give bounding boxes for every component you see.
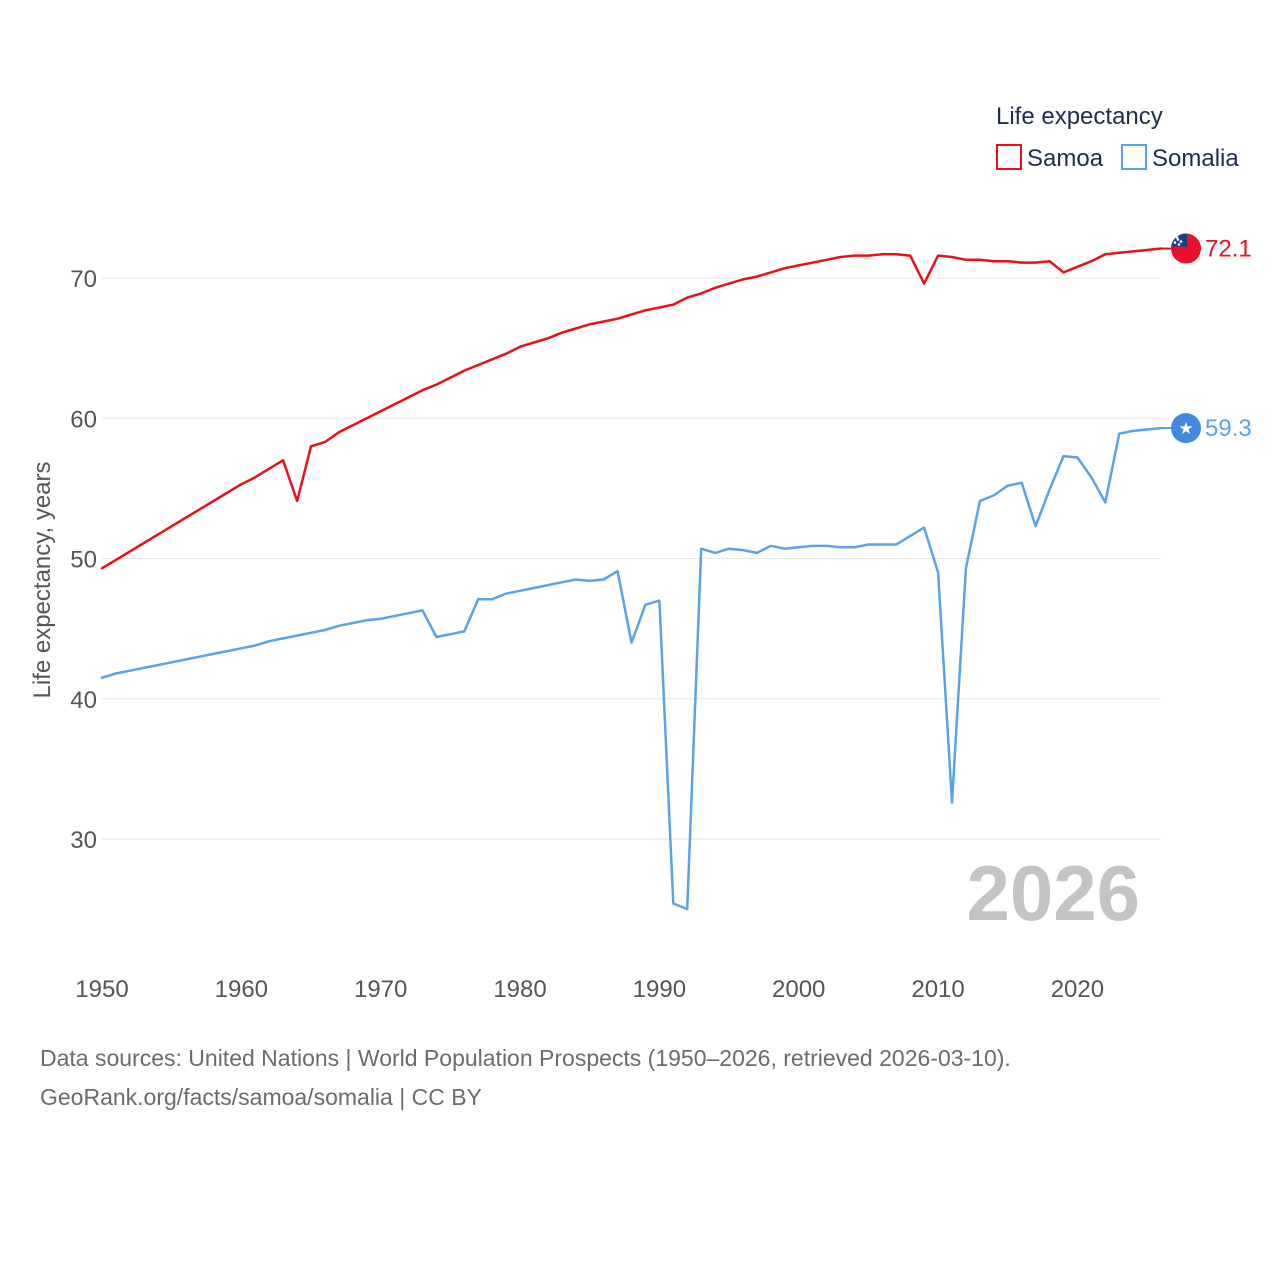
legend-label: Somalia bbox=[1152, 145, 1239, 172]
samoa-flag-icon bbox=[1171, 233, 1201, 264]
legend-label: Samoa bbox=[1027, 145, 1104, 172]
series-line-somalia bbox=[100, 426, 1163, 911]
year-watermark: 2026 bbox=[966, 849, 1140, 937]
y-axis-ticks: 30 40 50 60 70 bbox=[70, 266, 97, 854]
y-tick-label: 50 bbox=[70, 547, 97, 574]
legend-item-samoa[interactable]: Samoa bbox=[996, 144, 1104, 172]
x-tick-label: 1970 bbox=[354, 976, 407, 1003]
legend-swatch bbox=[996, 144, 1022, 170]
legend-title: Life expectancy bbox=[996, 103, 1163, 130]
end-value-samoa: 72.1 bbox=[1205, 236, 1252, 263]
series-line-samoa bbox=[100, 247, 1163, 570]
y-axis-title: Life expectancy, years bbox=[29, 461, 56, 698]
x-tick-label: 1990 bbox=[633, 976, 686, 1003]
x-tick-label: 1960 bbox=[215, 976, 268, 1003]
x-tick-label: 2020 bbox=[1051, 976, 1104, 1003]
source-line-2: GeoRank.org/facts/samoa/somalia | CC BY bbox=[40, 1084, 482, 1110]
end-value-somalia: 59.3 bbox=[1205, 415, 1252, 442]
source-line-1: Data sources: United Nations | World Pop… bbox=[40, 1045, 1011, 1071]
legend: Life expectancy Samoa Somalia bbox=[996, 103, 1239, 172]
y-tick-label: 40 bbox=[70, 687, 97, 714]
y-tick-label: 60 bbox=[70, 406, 97, 433]
legend-item-somalia[interactable]: Somalia bbox=[1121, 144, 1239, 172]
svg-text:★: ★ bbox=[1178, 419, 1193, 439]
y-tick-label: 30 bbox=[70, 827, 97, 854]
legend-swatch bbox=[1121, 144, 1147, 170]
x-tick-label: 2010 bbox=[911, 976, 964, 1003]
series-lines bbox=[100, 247, 1163, 911]
somalia-flag-icon: ★ bbox=[1171, 413, 1201, 444]
gridlines bbox=[102, 277, 1161, 840]
legend-items: Samoa Somalia bbox=[996, 144, 1239, 172]
x-tick-label: 2000 bbox=[772, 976, 825, 1003]
x-tick-label: 1950 bbox=[75, 976, 128, 1003]
y-tick-label: 70 bbox=[70, 266, 97, 293]
x-axis-ticks: 1950 1960 1970 1980 1990 2000 2010 2020 bbox=[75, 976, 1104, 1003]
x-tick-label: 1980 bbox=[493, 976, 546, 1003]
series-end-markers: 72.1 ★ 59.3 bbox=[1161, 233, 1252, 444]
